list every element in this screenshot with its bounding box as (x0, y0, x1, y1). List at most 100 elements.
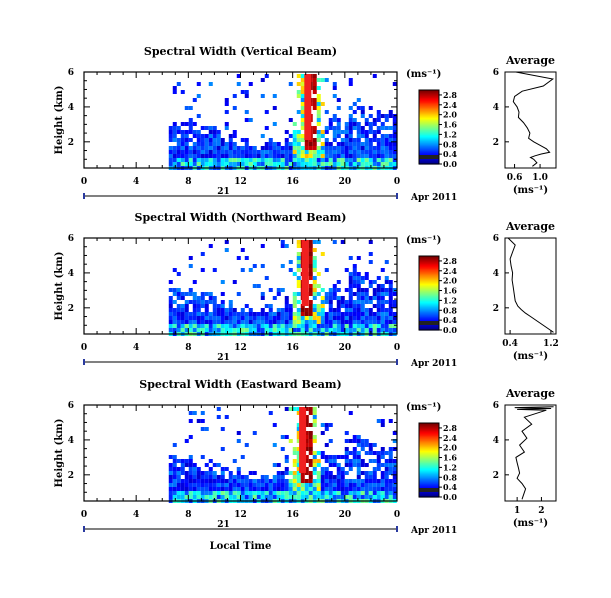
colorbar-tick-label: 0.8 (443, 472, 457, 482)
colorbar-segment (419, 466, 439, 468)
colorbar-tick-label: 2.0 (443, 110, 457, 120)
x-tick-label: 20 (339, 343, 352, 353)
colorbar-segment (419, 107, 439, 110)
colorbar-tick-label: 2.8 (443, 256, 457, 266)
x-tick-label: 8 (185, 177, 191, 187)
colorbar-segment (419, 118, 439, 121)
colorbar-tick-label: 0.0 (443, 325, 457, 335)
colorbar-segment (419, 129, 439, 132)
colorbar-segment (419, 136, 439, 139)
colorbar-segment (419, 456, 439, 459)
colorbar-segment (419, 455, 439, 457)
average-x-label: (ms⁻¹) (513, 185, 548, 196)
y-tick-label: 2 (68, 304, 74, 314)
colorbar-floor (419, 488, 439, 492)
colorbar-tick-label: 0.4 (443, 315, 457, 325)
colorbar-segment (419, 268, 439, 271)
colorbar-segment (419, 317, 439, 320)
colorbar-segment (419, 279, 439, 282)
colorbar-segment (419, 297, 439, 300)
average-frame (504, 404, 557, 502)
colorbar-segment (419, 103, 439, 106)
colorbar-segment (419, 161, 439, 164)
colorbar-segment (419, 138, 439, 140)
colorbar-segment (419, 256, 439, 258)
colorbar-segment (419, 492, 439, 494)
colorbar-segment (419, 464, 439, 467)
average-x-tick-label: 1 (514, 506, 520, 516)
average-y-tick-label: 2 (493, 471, 499, 481)
colorbar-segment (419, 493, 439, 496)
colorbar-segment (419, 311, 439, 314)
colorbar-tick-label: 2.4 (443, 100, 457, 110)
colorbar-segment (419, 451, 439, 454)
x-axis-label: Local Time (210, 541, 272, 552)
colorbar-segment (419, 440, 439, 443)
panel-title: Spectral Width (Eastward Beam) (139, 378, 341, 391)
colorbar-segment (419, 306, 439, 309)
colorbar-segment (419, 106, 439, 108)
colorbar-segment (419, 143, 439, 145)
colorbar-segment (419, 159, 439, 161)
average-y-tick-label: 6 (493, 234, 499, 244)
colorbar-segment (419, 429, 439, 431)
colorbar-segment (419, 471, 439, 473)
colorbar-segment (419, 160, 439, 163)
colorbar-segment (419, 482, 439, 485)
y-tick-label: 6 (68, 68, 74, 78)
colorbar-segment (419, 133, 439, 135)
colorbar-segment (419, 312, 439, 315)
colorbar-segment (419, 477, 439, 480)
colorbar-segment (419, 300, 439, 303)
day-label: 21 (217, 520, 230, 530)
average-x-label: (ms⁻¹) (513, 351, 548, 362)
average-line (514, 406, 554, 500)
colorbar-tick-label: 0.4 (443, 149, 457, 159)
colorbar-segment (419, 290, 439, 293)
x-tick-label: 0 (394, 510, 400, 520)
colorbar-segment (419, 293, 439, 295)
colorbar-segment (419, 122, 439, 124)
colorbar-segment (419, 310, 439, 313)
colorbar-segment (419, 140, 439, 143)
average-y-tick-label: 6 (493, 68, 499, 78)
x-tick-label: 16 (286, 510, 299, 520)
average-x-label: (ms⁻¹) (513, 518, 548, 529)
colorbar-segment (419, 426, 439, 429)
colorbar-segment (419, 91, 439, 94)
colorbar-segment (419, 141, 439, 144)
colorbar-segment (419, 123, 439, 126)
date-label: Apr 2011 (410, 359, 457, 369)
colorbar-segment (419, 269, 439, 272)
y-axis-label: Height (km) (54, 252, 65, 321)
x-tick-label: 12 (234, 510, 247, 520)
colorbar-segment (419, 149, 439, 152)
colorbar-segment (419, 117, 439, 119)
peak-column (301, 240, 309, 306)
colorbar-segment (419, 130, 439, 133)
colorbar-segment (419, 260, 439, 263)
colorbar-segment (419, 286, 439, 289)
x-tick-label: 20 (339, 177, 352, 187)
colorbar-tick-label: 0.8 (443, 139, 457, 149)
average-x-tick-label: 0.6 (507, 173, 523, 183)
colorbar-segment (419, 476, 439, 478)
y-tick-label: 6 (68, 401, 74, 411)
colorbar-segment (419, 135, 439, 138)
colorbar-tick-label: 2.4 (443, 433, 457, 443)
average-y-tick-label: 2 (493, 304, 499, 314)
colorbar-segment (419, 262, 439, 264)
y-tick-label: 4 (68, 436, 74, 446)
colorbar-segment (419, 484, 439, 487)
colorbar-segment (419, 480, 439, 483)
colorbar-segment (419, 274, 439, 277)
colorbar-segment (419, 316, 439, 319)
x-tick-label: 4 (133, 510, 139, 520)
colorbar-segment (419, 445, 439, 448)
colorbar-tick-label: 1.2 (443, 462, 457, 472)
colorbar-segment (419, 270, 439, 273)
average-frame (504, 71, 557, 169)
colorbar-segment (419, 304, 439, 306)
colorbar-segment (419, 467, 439, 470)
panel-2: Spectral Width (Northward Beam)0 4 8 12 16 20… (54, 211, 457, 369)
